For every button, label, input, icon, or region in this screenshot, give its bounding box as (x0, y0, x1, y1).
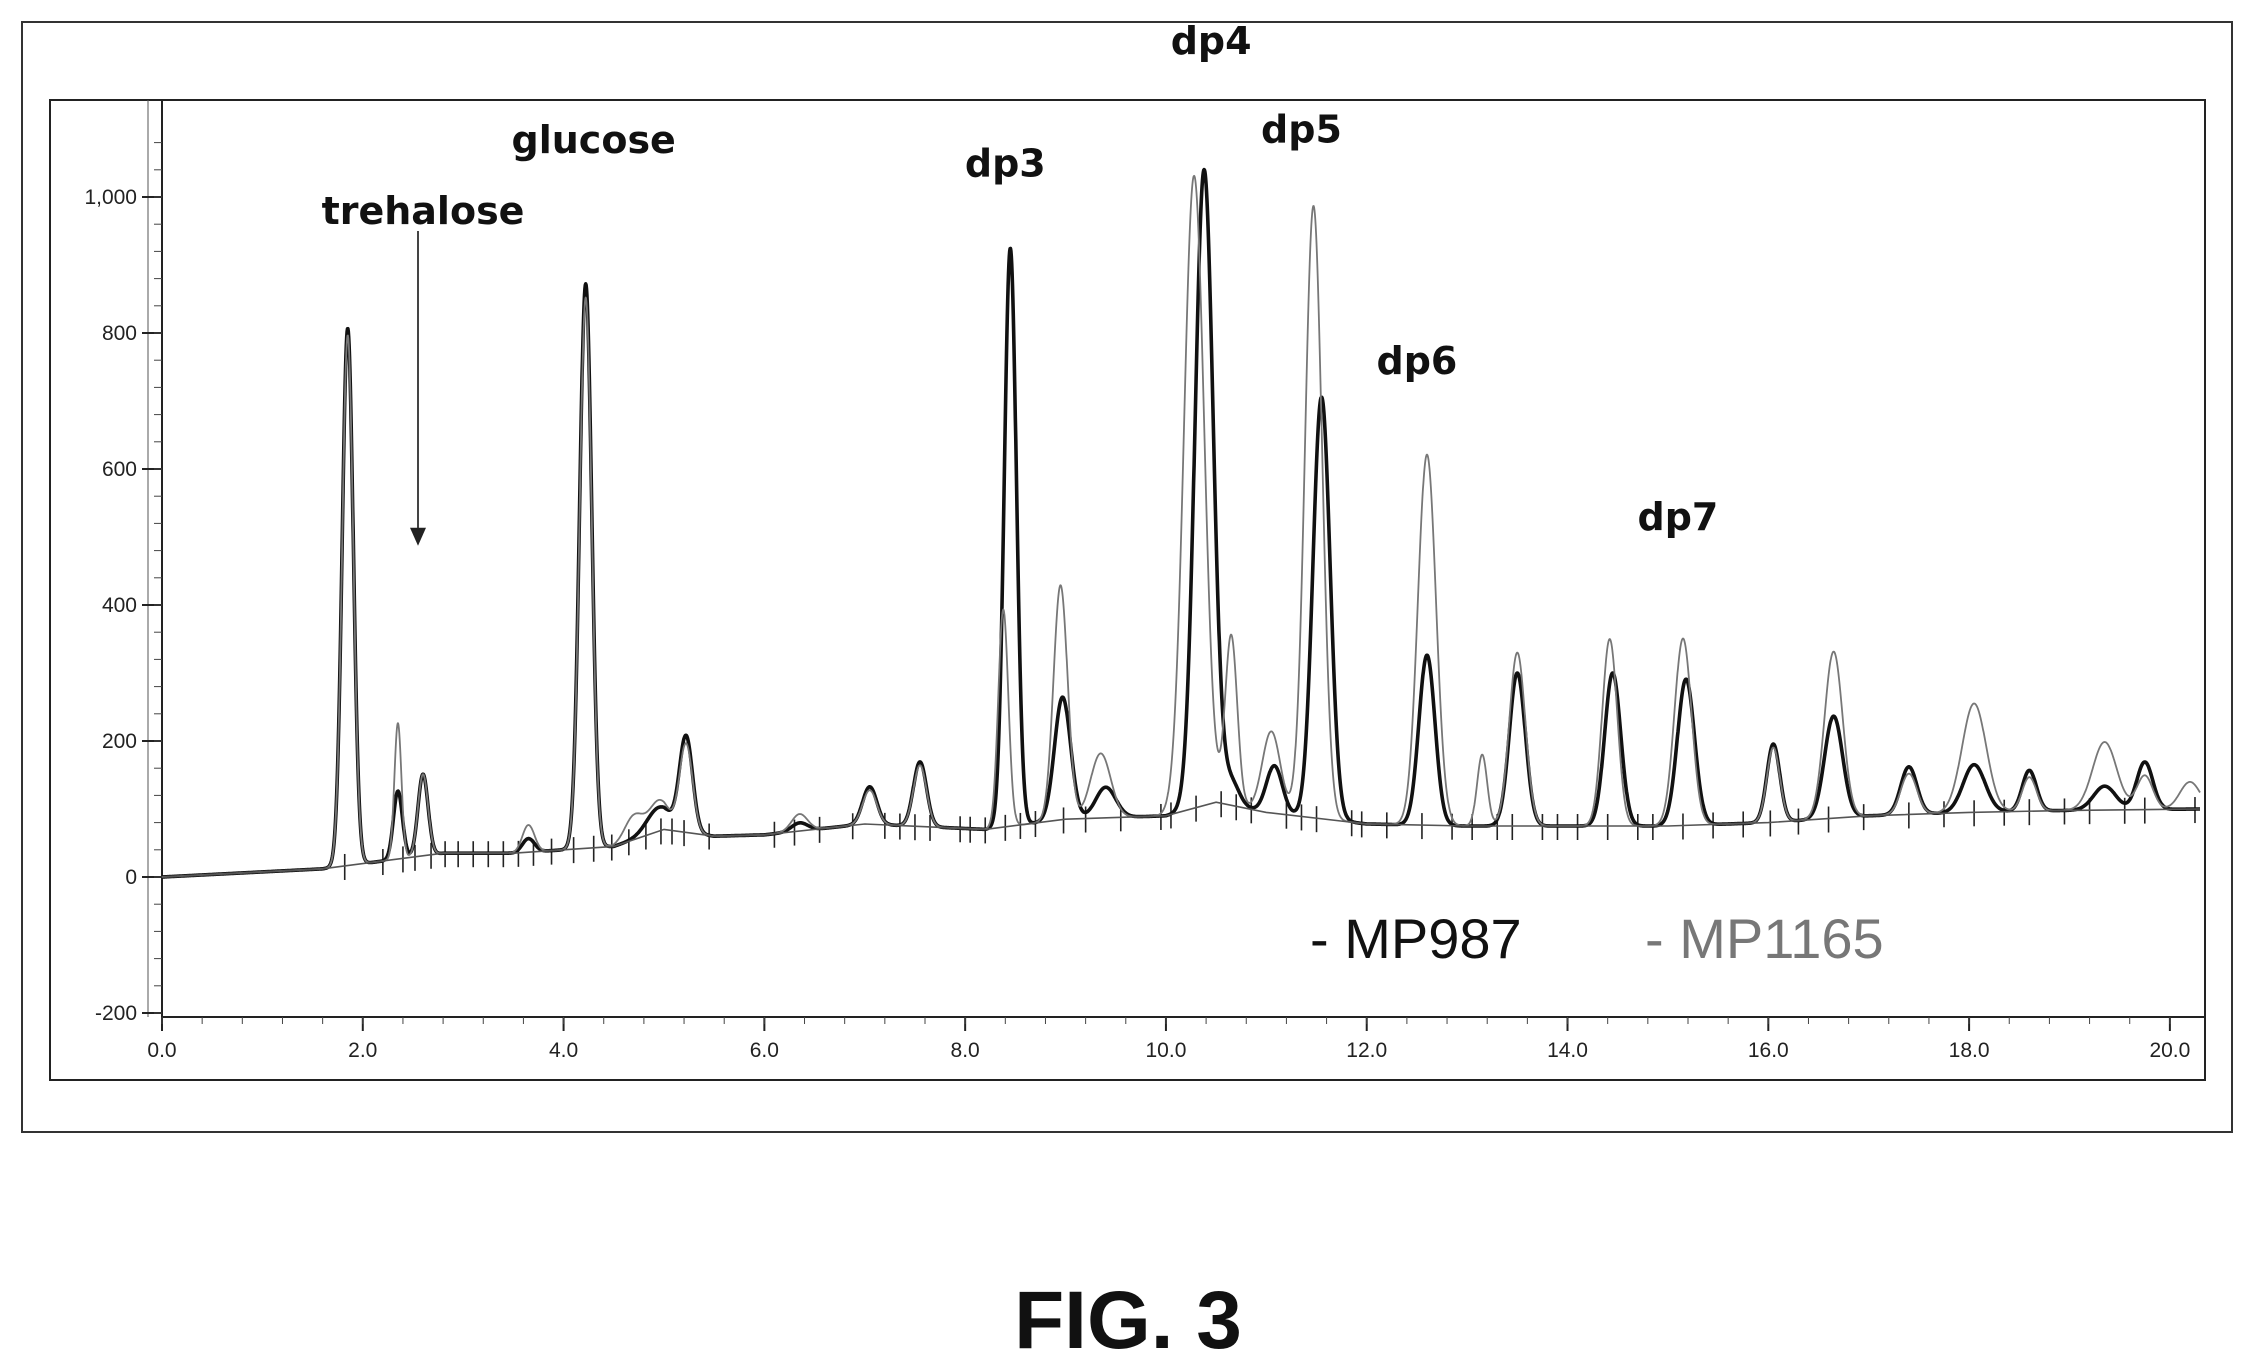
integration-marks (343, 791, 2196, 880)
x-tick-label: 0.0 (147, 1039, 176, 1062)
peak-label-trehalose: trehalose (322, 189, 525, 233)
x-tick-label: 4.0 (549, 1039, 578, 1062)
peak-annotations: trehalose glucose dp3 dp4 dp5 dp6 dp7 (322, 19, 1719, 546)
y-tick-label: 400 (102, 594, 137, 617)
peak-label-dp4: dp4 (1171, 19, 1252, 63)
legend-entry: - MP1165 (1645, 907, 1884, 970)
axes: -200 0 200 400 600 800 1,000 0.0 2.0 4.0 6.0 8.0 10.… (84, 100, 2205, 1062)
legend: - MP987 - MP1165 (1310, 907, 1884, 970)
figure-label: FIG. 3 (1014, 1275, 1242, 1366)
outer-frame (21, 21, 2233, 1133)
x-tick-label: 8.0 (951, 1039, 980, 1062)
peak-label-glucose: glucose (512, 118, 676, 162)
y-tick-label: 1,000 (84, 186, 137, 209)
series-lines (160, 167, 2202, 879)
legend-entry: - MP987 (1310, 907, 1522, 970)
series-line-baseline (161, 801, 2201, 878)
peak-label-dp7: dp7 (1638, 495, 1719, 539)
x-tick-label: 6.0 (750, 1039, 779, 1062)
x-tick-label: 18.0 (1949, 1039, 1990, 1062)
plot-frame (49, 99, 2206, 1081)
x-tick-label: 14.0 (1547, 1039, 1588, 1062)
x-tick-label: 10.0 (1146, 1039, 1187, 1062)
x-tick-label: 20.0 (2149, 1039, 2190, 1062)
arrow-head-icon (410, 527, 427, 546)
y-tick-label: 600 (102, 458, 137, 481)
x-tick-label: 2.0 (348, 1039, 377, 1062)
y-tick-label: -200 (95, 1002, 137, 1025)
y-tick-label: 0 (125, 866, 137, 889)
y-tick-label: 800 (102, 322, 137, 345)
peak-label-dp3: dp3 (965, 142, 1046, 186)
y-tick-label: 200 (102, 730, 137, 753)
x-tick-label: 12.0 (1346, 1039, 1387, 1062)
peak-label-dp5: dp5 (1261, 108, 1342, 152)
x-tick-label: 16.0 (1748, 1039, 1789, 1062)
peak-label-dp6: dp6 (1377, 339, 1458, 383)
